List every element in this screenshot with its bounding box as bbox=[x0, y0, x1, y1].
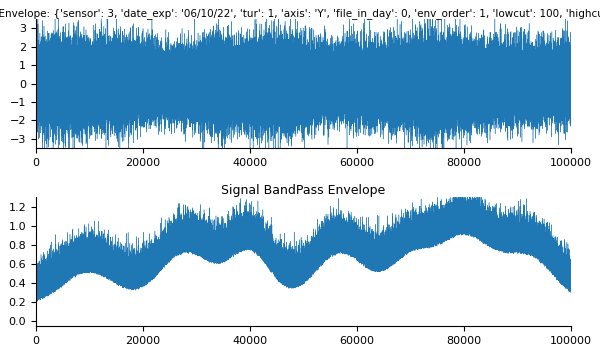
Title: Signal Envelope: {'sensor': 3, 'date_exp': '06/10/22', 'tur': 1, 'axis': 'Y', 'f: Signal Envelope: {'sensor': 3, 'date_exp… bbox=[0, 8, 600, 19]
Title: Signal BandPass Envelope: Signal BandPass Envelope bbox=[221, 184, 385, 197]
